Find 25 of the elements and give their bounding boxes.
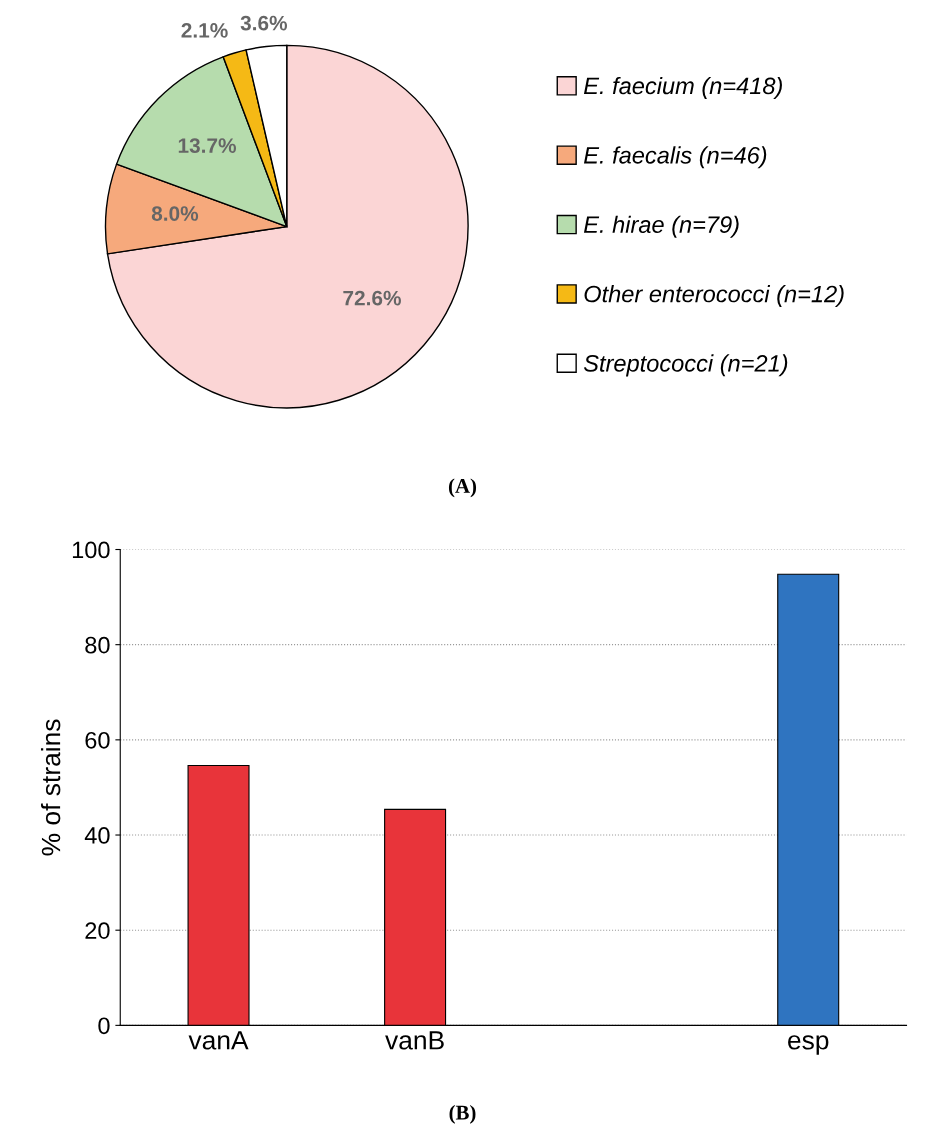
x-tick-label: vanB bbox=[385, 1031, 444, 1050]
legend-label: E. faecalis (n=46) bbox=[583, 146, 767, 169]
x-tick-label: vanA bbox=[188, 1031, 249, 1050]
legend-label: Other enterococci (n=12) bbox=[584, 285, 844, 308]
y-tick-label: 60 bbox=[85, 731, 110, 749]
data-label: 8.0% bbox=[151, 206, 199, 221]
y-tick-label: 40 bbox=[84, 827, 110, 844]
text: (A) bbox=[448, 478, 477, 498]
y-tick-label: 80 bbox=[85, 636, 110, 654]
text: (B) bbox=[449, 1104, 476, 1124]
legend-label: Streptococci (n=21) bbox=[583, 354, 788, 377]
data-label: 3.6% bbox=[240, 15, 288, 31]
legend-label: E. faecium (n=418) bbox=[583, 76, 782, 99]
x-tick-label: esp bbox=[788, 1035, 829, 1055]
bar bbox=[187, 764, 250, 1026]
data-label: 13.7% bbox=[178, 138, 237, 153]
data-label: 2.1% bbox=[181, 23, 228, 38]
bar bbox=[384, 808, 447, 1026]
bar bbox=[777, 573, 840, 1026]
y-tick-label: 20 bbox=[85, 922, 110, 939]
y-axis-title: % of strains bbox=[40, 719, 61, 856]
y-tick-label: 100 bbox=[72, 541, 110, 559]
legend-label: E. hirae (n=79) bbox=[583, 215, 739, 238]
y-tick-label: 0 bbox=[98, 1017, 110, 1035]
data-label: 72.6% bbox=[343, 290, 401, 306]
